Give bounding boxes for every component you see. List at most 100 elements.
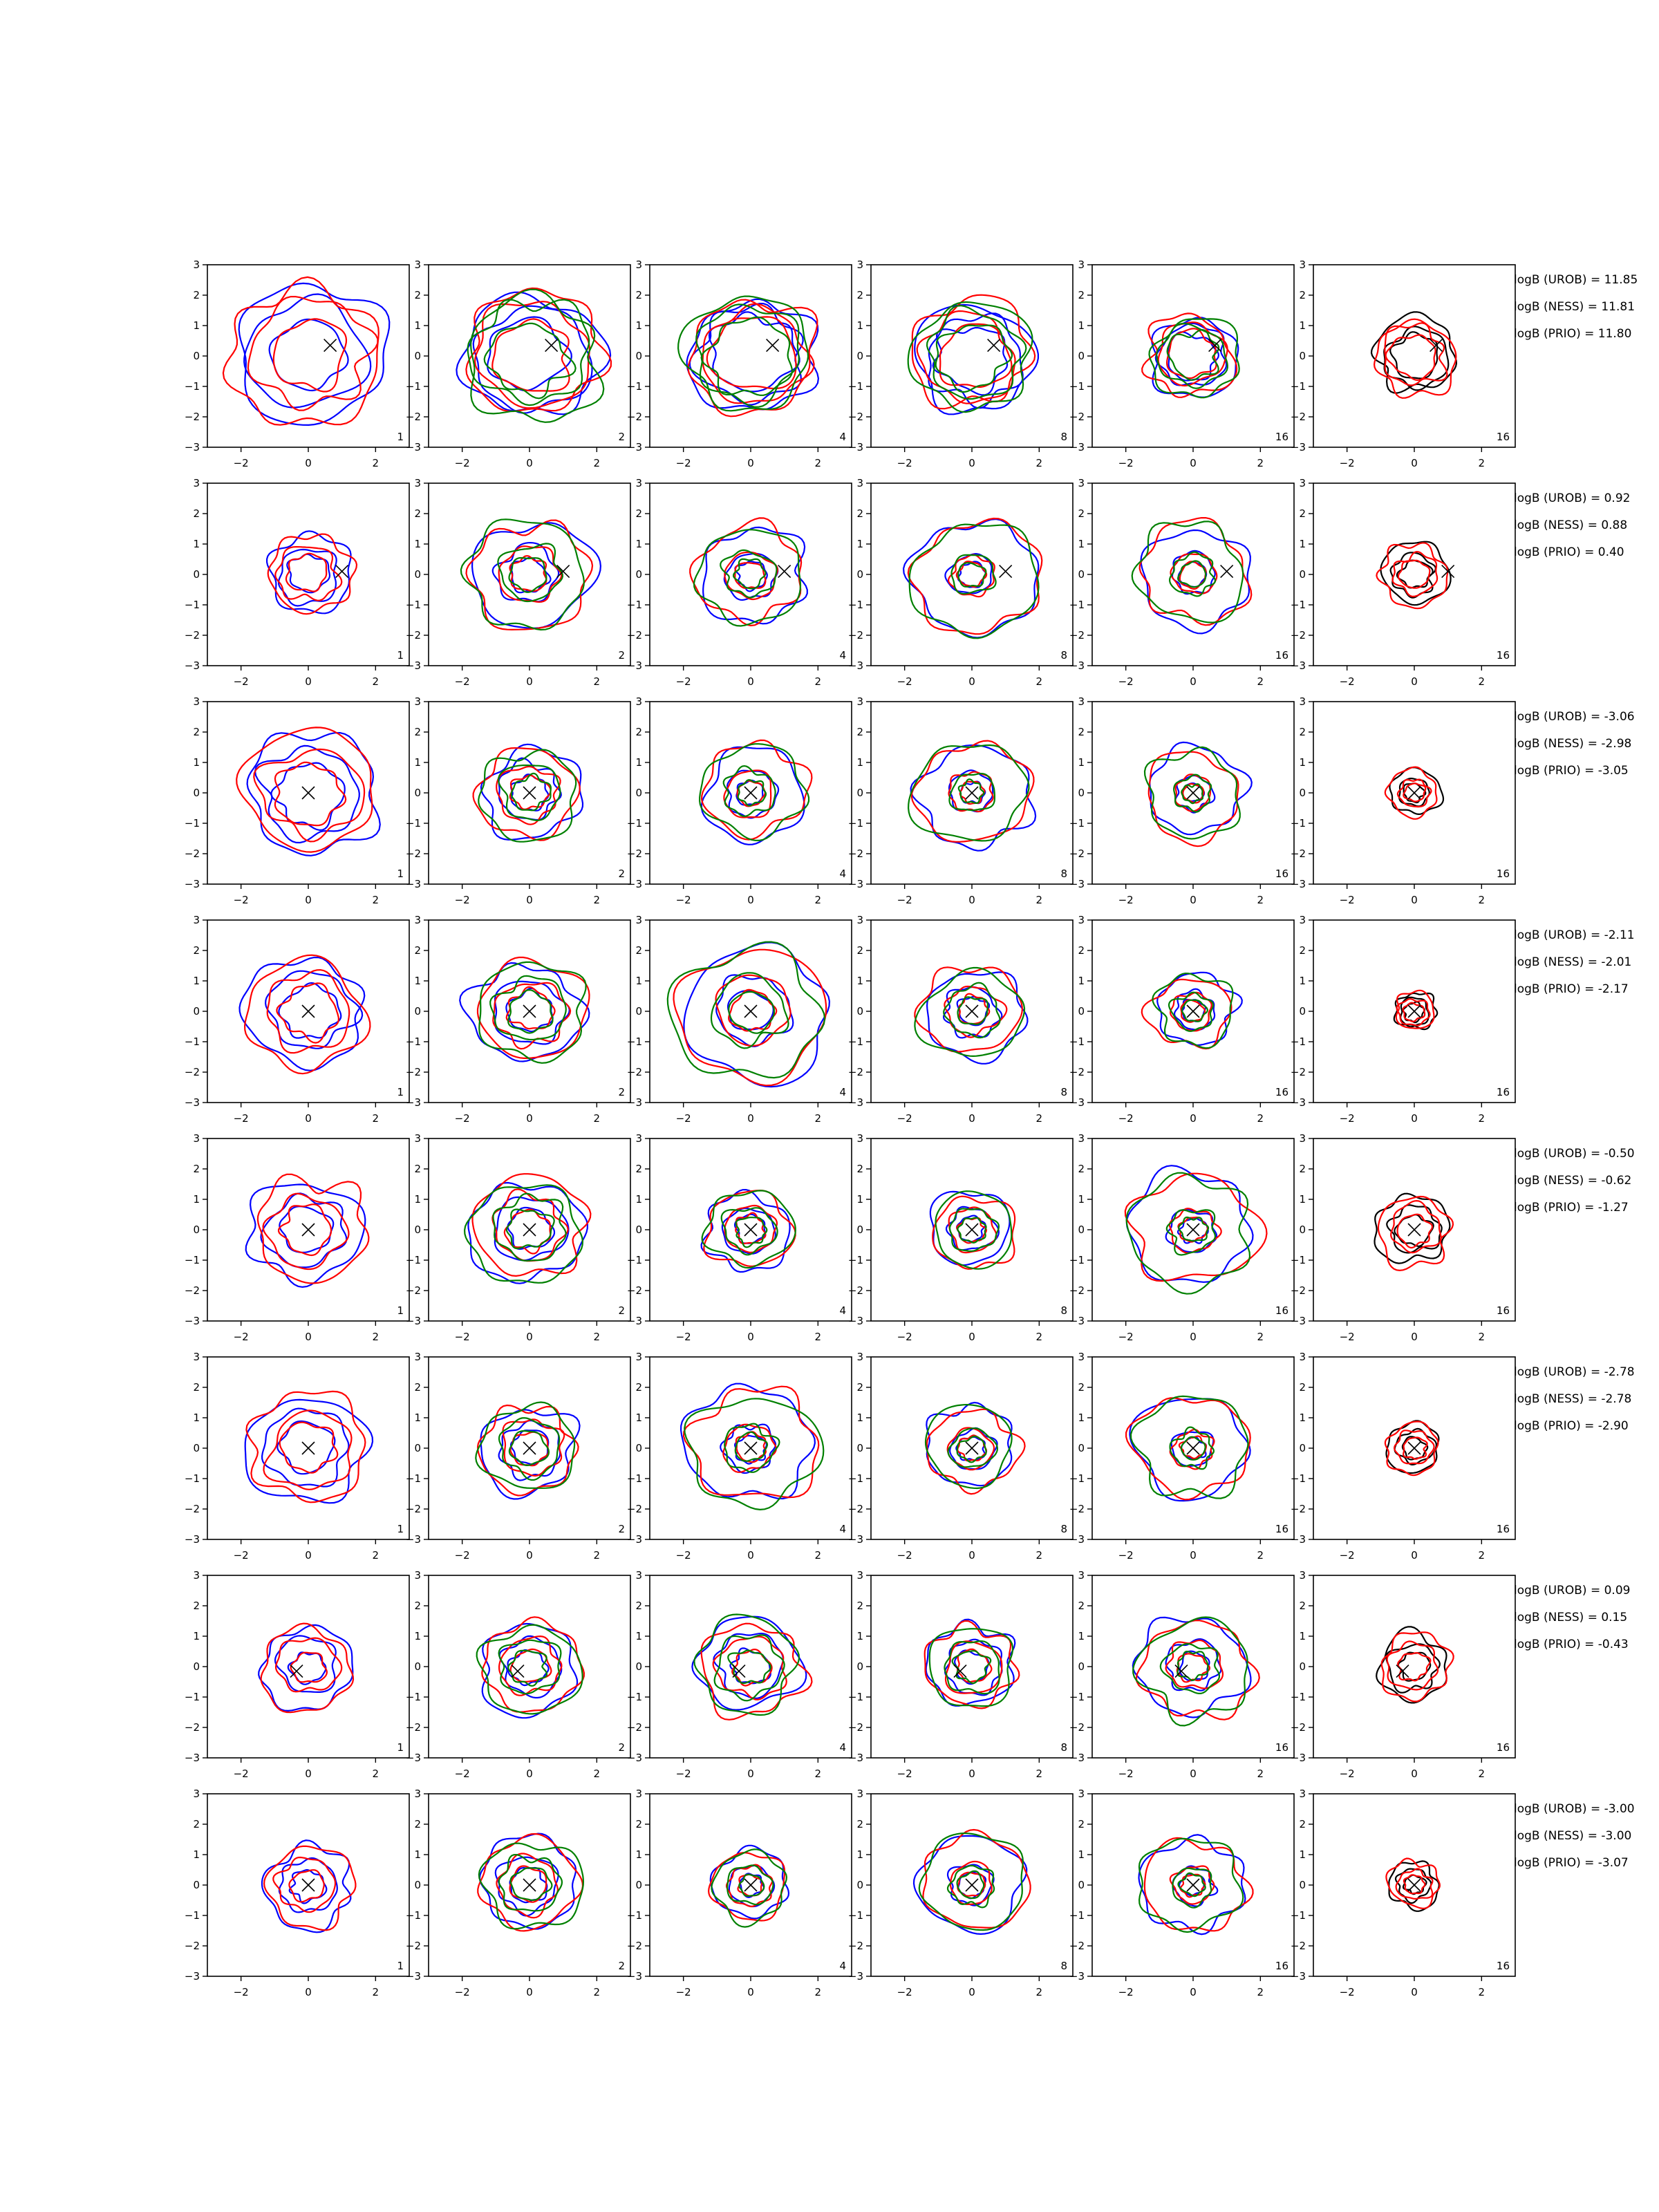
y-tick-label: 2 bbox=[635, 1600, 642, 1612]
y-tick-label: 3 bbox=[1078, 1788, 1085, 1800]
y-tick-label: 1 bbox=[635, 538, 642, 550]
contour-red-level-1 bbox=[736, 780, 766, 807]
marker-x bbox=[732, 1665, 746, 1678]
marker-x bbox=[1174, 1665, 1188, 1678]
x-tick-label: −2 bbox=[1340, 894, 1355, 906]
contour-red-level-1 bbox=[734, 562, 767, 590]
contour-red-level-3 bbox=[245, 1390, 366, 1503]
panel-r3-c1: −2 0 2 −3 −2 −1 0 1 2 3 1 bbox=[185, 695, 410, 906]
y-tick-label: −3 bbox=[627, 659, 642, 672]
y-tick-label: −2 bbox=[406, 847, 421, 860]
y-tick-label: 1 bbox=[414, 1848, 421, 1861]
y-tick-label: 3 bbox=[414, 1569, 421, 1582]
contour-green-level-1 bbox=[509, 1867, 553, 1902]
contour-blue-level-2 bbox=[942, 986, 1003, 1039]
y-tick-label: 0 bbox=[635, 350, 642, 362]
y-tick-label: −1 bbox=[627, 1691, 642, 1703]
panel-r2-c6: −2 0 2 −3 −2 −1 0 1 2 3 16 bbox=[1291, 477, 1516, 688]
contour-green-level-1 bbox=[732, 558, 767, 590]
marker-x bbox=[1208, 339, 1222, 353]
y-tick-label: −1 bbox=[1069, 1909, 1085, 1922]
contour-black-level-2 bbox=[1386, 1204, 1443, 1254]
contour-red-level-3 bbox=[1376, 542, 1449, 610]
y-tick-label: 2 bbox=[193, 1600, 200, 1612]
contour-red-level-2 bbox=[725, 1864, 774, 1908]
x-tick-label: 2 bbox=[1257, 1549, 1264, 1562]
marker-x bbox=[744, 1878, 758, 1892]
contours bbox=[679, 1382, 825, 1511]
logb-label-r6-1: logB (UROB) = -2.78 bbox=[1514, 1365, 1635, 1379]
contour-red-level-1 bbox=[491, 318, 570, 392]
contour-blue-level-3 bbox=[238, 957, 366, 1071]
contour-green-level-3 bbox=[1138, 1837, 1244, 1933]
contour-green-level-2 bbox=[948, 1208, 1000, 1253]
contour-green-level-2 bbox=[720, 549, 778, 599]
y-tick-label: 3 bbox=[193, 1569, 200, 1582]
marker-x bbox=[301, 1223, 315, 1237]
y-tick-label: −3 bbox=[627, 1533, 642, 1546]
contours bbox=[258, 1622, 355, 1714]
y-tick-label: −1 bbox=[627, 380, 642, 393]
contours bbox=[472, 743, 584, 843]
contour-red-level-3 bbox=[700, 1622, 813, 1721]
y-tick-label: 1 bbox=[1078, 1412, 1085, 1424]
panel-corner-label: 4 bbox=[839, 431, 846, 443]
x-tick-label: −2 bbox=[1118, 1768, 1134, 1780]
panel-corner-label: 16 bbox=[1497, 1304, 1510, 1317]
contour-green-level-3 bbox=[476, 1624, 583, 1715]
contours bbox=[689, 517, 808, 627]
contour-red-level-2 bbox=[1384, 322, 1448, 386]
panel-corner-label: 16 bbox=[1497, 1523, 1510, 1535]
marker-x bbox=[545, 339, 559, 353]
contour-green-level-3 bbox=[666, 941, 826, 1079]
y-tick-label: −3 bbox=[1069, 1096, 1085, 1109]
logb-label-r5-3: logB (PRIO) = -1.27 bbox=[1514, 1201, 1629, 1215]
x-tick-label: 2 bbox=[373, 457, 379, 469]
y-tick-label: 2 bbox=[414, 1600, 421, 1612]
contour-green-level-3 bbox=[701, 1190, 796, 1269]
logb-label-r7-1: logB (UROB) = 0.09 bbox=[1514, 1584, 1630, 1597]
x-tick-label: −2 bbox=[234, 1986, 249, 1998]
y-tick-label: −3 bbox=[1069, 1315, 1085, 1327]
y-tick-label: 2 bbox=[856, 944, 863, 957]
y-tick-label: 1 bbox=[635, 756, 642, 769]
contours bbox=[460, 518, 602, 631]
contour-green-level-1 bbox=[728, 991, 776, 1034]
contour-red-level-1 bbox=[505, 986, 556, 1030]
x-tick-label: 0 bbox=[1411, 1549, 1418, 1562]
y-tick-label: −3 bbox=[1291, 659, 1306, 672]
y-tick-label: −1 bbox=[627, 1254, 642, 1266]
y-tick-label: 3 bbox=[414, 477, 421, 489]
contour-blue-level-3 bbox=[471, 522, 602, 629]
y-tick-label: 2 bbox=[193, 1818, 200, 1830]
y-tick-label: 3 bbox=[856, 1569, 863, 1582]
contour-green-level-2 bbox=[926, 304, 1027, 400]
contour-green-level-2 bbox=[724, 1423, 780, 1473]
x-tick-label: 2 bbox=[1257, 457, 1264, 469]
y-tick-label: −2 bbox=[185, 1940, 200, 1952]
x-tick-label: −2 bbox=[234, 1549, 249, 1562]
y-tick-label: −3 bbox=[406, 659, 421, 672]
contour-blue-level-3 bbox=[1132, 1616, 1252, 1718]
y-tick-label: 0 bbox=[1299, 1005, 1306, 1018]
y-tick-label: −3 bbox=[848, 1096, 863, 1109]
panel-corner-label: 1 bbox=[397, 1741, 404, 1754]
contour-red-level-2 bbox=[266, 968, 350, 1054]
x-tick-label: −2 bbox=[1118, 1112, 1134, 1125]
y-tick-label: −3 bbox=[1291, 1096, 1306, 1109]
contour-green-level-2 bbox=[498, 1417, 561, 1481]
logb-label-r8-3: logB (PRIO) = -3.07 bbox=[1514, 1856, 1629, 1870]
x-tick-label: 0 bbox=[1411, 675, 1418, 688]
y-tick-label: −3 bbox=[1291, 1315, 1306, 1327]
y-tick-label: −1 bbox=[1069, 1254, 1085, 1266]
y-tick-label: −3 bbox=[627, 878, 642, 890]
panel-corner-label: 16 bbox=[1275, 649, 1288, 662]
y-tick-label: −2 bbox=[1069, 1284, 1085, 1297]
contour-green-level-1 bbox=[507, 1649, 548, 1687]
contour-red-level-1 bbox=[285, 552, 328, 592]
y-tick-label: 1 bbox=[856, 319, 863, 332]
y-tick-label: 0 bbox=[1078, 1879, 1085, 1891]
panel-corner-label: 4 bbox=[839, 868, 846, 880]
x-tick-label: 0 bbox=[526, 894, 533, 906]
x-tick-label: −2 bbox=[897, 1986, 912, 1998]
